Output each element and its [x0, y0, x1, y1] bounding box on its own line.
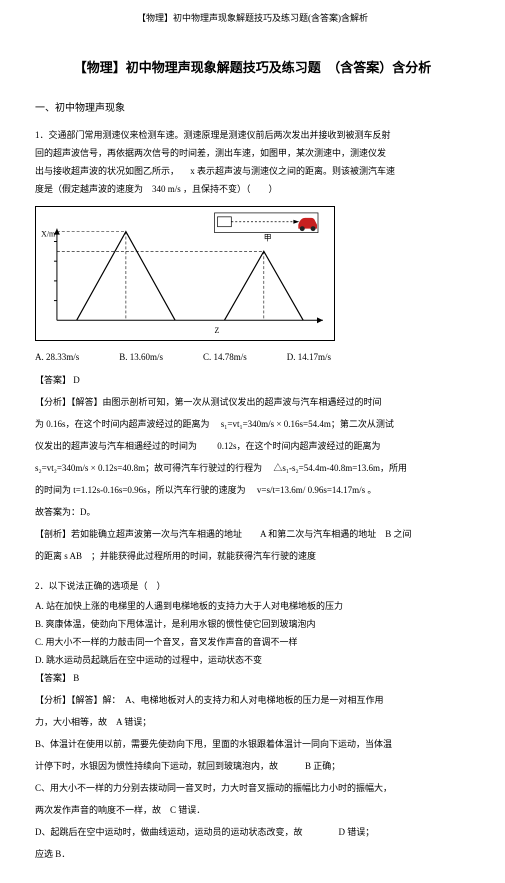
- q1-options: A. 28.33m/s B. 13.60m/s C. 14.78m/s D. 1…: [35, 349, 470, 365]
- q2-anal-7: 应选 B．: [35, 845, 470, 863]
- q1-anal-5: 故答案为：D。: [35, 503, 470, 521]
- q1-optD: D. 14.17m/s: [287, 349, 331, 365]
- q1-line2: 回的超声波信号，再依据两次信号的时间差，测出车速，如图甲，某次测速中，测速仪发: [35, 144, 470, 162]
- ylabel: X/m: [41, 229, 55, 238]
- q1-anal-label: 【分析】【解答】由图示剖析可知，第一次从测试仪发出的超声波与汽车相遇经过的时间: [35, 393, 470, 411]
- car-icon: [298, 217, 317, 230]
- q2-anal-2: B、体温计在使用以前，需要先使劲向下甩，里面的水银跟着体温计一同向下运动，当体温: [35, 735, 470, 753]
- q2-optC: C. 用大小不一样的力敲击同一个音叉，音叉发作声音的音调不一样: [35, 633, 470, 651]
- q1-line3: 出与接收超声波的状况如图乙所示， x 表示超声波与测速仪之间的距离。则该被测汽车…: [35, 162, 470, 180]
- q2-anal-1: 力，大小相等，故 A 错误；: [35, 713, 470, 731]
- q2-anal-6: D、起跳后在空中运动时，做曲线运动，运动员的运动状态改变，故 D 错误；: [35, 823, 470, 841]
- q1-optC: C. 14.78m/s: [203, 349, 247, 365]
- q1-line1: 1．交通部门常用测速仪来检测车速。测速原理是测速仪前后两次发出并接收到被测车反射: [35, 126, 470, 144]
- q2-anal-label: 【分析】【解答】解： A、电梯地板对人的支持力和人对电梯地板的压力是一对相互作用: [35, 691, 470, 709]
- q2-optB: B. 爽康体温，使劲向下甩体温计，是利用水银的惯性使它回到玻璃泡内: [35, 615, 470, 633]
- q1-anal-7: 的距离 s AB ；并能获得此过程所用的时间，就能获得汽车行驶的速度: [35, 547, 470, 565]
- q2-optD: D. 跳水运动员起跳后在空中运动的过程中，运动状态不变: [35, 651, 470, 669]
- figure-q1: 甲 X/m Z: [35, 206, 470, 341]
- q1-anal-2: 仪发出的超声波与汽车相遇经过的时间为 0.12s，在这个时间内超声波经过的距离为: [35, 437, 470, 455]
- q1-anal-3: s₂=vt₂=340m/s × 0.12s=40.8m；故可得汽车行驶过的行程为…: [35, 459, 470, 477]
- q2-stem: 2．以下说法正确的选项是（ ）: [35, 577, 470, 595]
- q2-optA: A. 站在加快上涨的电梯里的人遇到电梯地板的支持力大于人对电梯地板的压力: [35, 597, 470, 615]
- q1-answer: 【答案】 D: [35, 371, 470, 389]
- page-header: 【物理】初中物理声现象解题技巧及练习题(含答案)含解析: [35, 10, 470, 26]
- q1-anal-1: 为 0.16s，在这个时间内超声波经过的距离为 s₁=vt₁=340m/s × …: [35, 415, 470, 433]
- q1-optA: A. 28.33m/s: [35, 349, 79, 365]
- q2-anal-3: 计停下时，水银因为惯性持续向下运动，就回到玻璃泡内，故 B 正确；: [35, 757, 470, 775]
- q2-answer: 【答案】 B: [35, 669, 470, 687]
- main-title: 【物理】初中物理声现象解题技巧及练习题 （含答案）含分析: [35, 56, 470, 79]
- q1-anal-6: 【剖析】若如能确立超声波第一次与汽车相遇的地址 A 和第二次与汽车相遇的地址 B…: [35, 525, 470, 543]
- q2-anal-5: 两次发作声音的响度不一样，故 C 错误．: [35, 801, 470, 819]
- q1-line4: 度是（假定越声波的速度为 340 m/s ，且保持不变）（ ）: [35, 180, 470, 198]
- q2-anal-4: C、用大小不一样的力分别去拨动同一音叉时，力大时音叉振动的振幅比力小时的振幅大，: [35, 779, 470, 797]
- section-title: 一、初中物理声现象: [35, 100, 470, 118]
- q1-optB: B. 13.60m/s: [119, 349, 163, 365]
- svg-text:甲: 甲: [264, 233, 272, 242]
- q1-anal-4: 的时间为 t=1.12s-0.16s=0.96s，所以汽车行驶的速度为 v=s/…: [35, 481, 470, 499]
- xlabel: Z: [215, 326, 220, 335]
